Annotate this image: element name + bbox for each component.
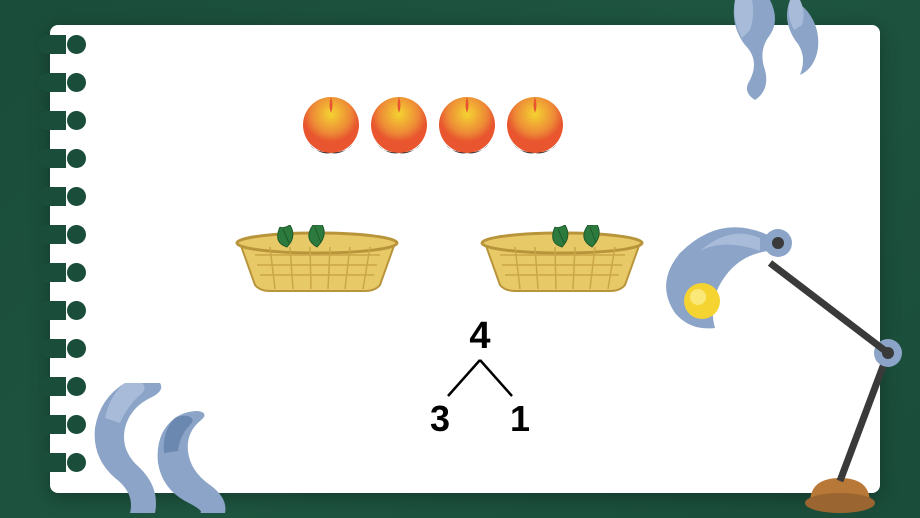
- number-bond-total: 4: [410, 315, 550, 358]
- basket-icon: [225, 225, 410, 293]
- ribbon-decoration-top: [720, 0, 830, 115]
- spiral-ring: [38, 111, 86, 130]
- number-bond-diagram: 4 3 1: [410, 315, 550, 440]
- number-bond-right: 1: [510, 398, 530, 440]
- baskets-row: [225, 225, 655, 293]
- spiral-ring: [38, 301, 86, 320]
- ribbon-decoration-bottom: [80, 383, 240, 518]
- desk-lamp-decoration: [660, 173, 920, 518]
- number-bond-left: 3: [430, 398, 450, 440]
- peach-icon: [300, 87, 362, 157]
- spiral-ring: [38, 73, 86, 92]
- peach-icon: [368, 87, 430, 157]
- spiral-binding: [38, 35, 86, 472]
- spiral-ring: [38, 453, 86, 472]
- number-bond-lines: [410, 358, 550, 398]
- peach-icon: [436, 87, 498, 157]
- number-bond-parts: 3 1: [410, 398, 550, 440]
- spiral-ring: [38, 377, 86, 396]
- peach-icon: [504, 87, 566, 157]
- spiral-ring: [38, 225, 86, 244]
- spiral-ring: [38, 35, 86, 54]
- peaches-row: [300, 87, 566, 157]
- spiral-ring: [38, 263, 86, 282]
- basket-icon: [470, 225, 655, 293]
- spiral-ring: [38, 187, 86, 206]
- spiral-ring: [38, 415, 86, 434]
- spiral-ring: [38, 149, 86, 168]
- spiral-ring: [38, 339, 86, 358]
